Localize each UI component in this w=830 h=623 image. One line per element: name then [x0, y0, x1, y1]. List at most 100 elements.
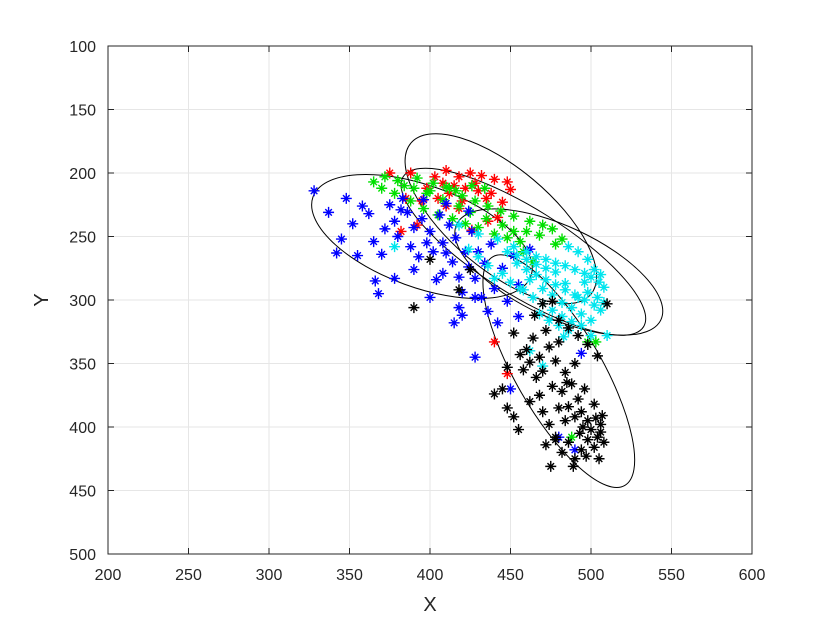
x-tick-label: 250 [175, 567, 202, 584]
data-point [488, 283, 500, 295]
data-point [533, 389, 545, 401]
data-point [488, 272, 500, 284]
data-point [556, 385, 568, 397]
data-point [546, 223, 558, 235]
y-tick-label: 450 [69, 484, 96, 501]
covariance-ellipse [400, 167, 647, 336]
data-point [501, 295, 513, 307]
data-point [440, 247, 452, 259]
data-point [577, 421, 589, 433]
data-point [408, 302, 420, 314]
data-point [553, 402, 565, 414]
data-point [511, 250, 523, 262]
data-point [501, 176, 513, 188]
data-point [524, 345, 536, 357]
data-point [347, 218, 359, 230]
data-point [540, 274, 552, 286]
y-tick-labels: 100 150 200 250 300 350 400 450 500 [69, 39, 96, 564]
data-point [572, 330, 584, 342]
data-point [392, 175, 404, 187]
data-point [580, 450, 592, 462]
data-point [556, 311, 568, 323]
data-point [550, 266, 562, 278]
data-point [476, 291, 488, 303]
data-point [434, 209, 446, 221]
data-point [443, 182, 455, 194]
data-point [513, 311, 525, 323]
ellipses-layer [311, 133, 664, 488]
data-point [482, 200, 494, 212]
data-point [521, 225, 533, 237]
data-point [540, 324, 552, 336]
data-point [408, 264, 420, 276]
data-point [463, 243, 475, 255]
data-point [395, 204, 407, 216]
data-point [517, 364, 529, 376]
data-point [472, 228, 484, 240]
data-point [495, 205, 507, 217]
data-point [488, 228, 500, 240]
x-tick-label: 500 [578, 567, 605, 584]
data-point [582, 415, 594, 427]
x-axis-label: X [423, 594, 436, 616]
data-point [562, 241, 574, 253]
covariance-ellipse [482, 254, 636, 488]
data-point [376, 182, 388, 194]
data-point [567, 460, 579, 472]
data-point [376, 248, 388, 260]
data-point [508, 225, 520, 237]
data-point [530, 269, 542, 281]
data-point [601, 330, 613, 342]
data-point [476, 170, 488, 182]
data-point [469, 195, 481, 207]
data-point [558, 331, 570, 343]
data-point [440, 181, 452, 193]
data-point [590, 412, 602, 424]
data-point [437, 177, 449, 189]
data-point [588, 441, 600, 453]
data-point [562, 436, 574, 448]
data-point [492, 211, 504, 223]
x-tick-label: 600 [739, 567, 766, 584]
data-point [430, 274, 442, 286]
data-point [537, 283, 549, 295]
y-tick-label: 200 [69, 166, 96, 183]
y-tick-label: 150 [69, 103, 96, 120]
data-point [546, 380, 558, 392]
data-point [556, 446, 568, 458]
data-point [579, 267, 591, 279]
data-point [521, 246, 533, 258]
data-point [546, 289, 558, 301]
y-tick-label: 400 [69, 420, 96, 437]
data-point [466, 225, 478, 237]
data-point [492, 233, 504, 245]
data-point [401, 206, 413, 218]
data-point [572, 246, 584, 258]
data-point [524, 274, 536, 286]
data-point [533, 229, 545, 241]
data-point [527, 291, 539, 303]
data-point [546, 304, 558, 316]
data-point [540, 439, 552, 451]
data-point [356, 200, 368, 212]
data-point [427, 177, 439, 189]
data-point [575, 319, 587, 331]
data-point [389, 215, 401, 227]
data-point [537, 219, 549, 231]
data-point [453, 302, 465, 314]
data-point [556, 233, 568, 245]
data-point [566, 431, 578, 443]
data-point [543, 341, 555, 353]
data-point [485, 187, 497, 199]
data-point [521, 253, 533, 265]
data-point [588, 398, 600, 410]
data-point [480, 192, 492, 204]
data-point [508, 210, 520, 222]
data-point [450, 232, 462, 244]
data-point [466, 180, 478, 192]
data-point [505, 184, 516, 196]
data-point [582, 434, 594, 446]
data-point [569, 264, 581, 276]
data-point [398, 180, 410, 192]
